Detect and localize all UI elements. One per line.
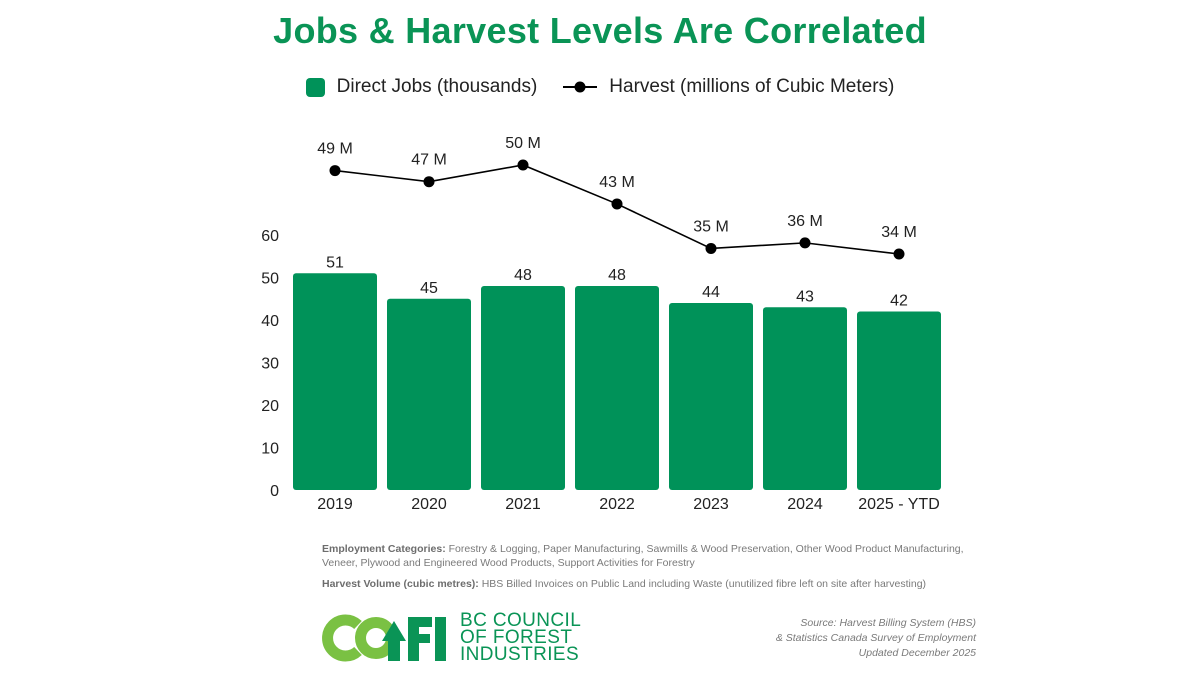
y-tick-label: 40 bbox=[261, 313, 279, 330]
x-tick-label: 2019 bbox=[317, 496, 353, 513]
bar-value-label: 48 bbox=[514, 267, 532, 284]
bar bbox=[763, 307, 847, 490]
harvest-point bbox=[799, 237, 811, 249]
source-line-1: Source: Harvest Billing System (HBS) bbox=[800, 617, 976, 629]
harvest-value-label: 47 M bbox=[411, 152, 447, 169]
y-tick-label: 60 bbox=[261, 228, 279, 245]
legend: Direct Jobs (thousands) Harvest (million… bbox=[0, 76, 1200, 98]
source-line-2: & Statistics Canada Survey of Employment bbox=[775, 632, 976, 644]
chart-title: Jobs & Harvest Levels Are Correlated bbox=[273, 10, 927, 51]
bar-value-label: 48 bbox=[608, 267, 626, 284]
bar-value-label: 45 bbox=[420, 280, 438, 297]
employment-note-label: Employment Categories: bbox=[322, 543, 446, 555]
harvest-value-label: 34 M bbox=[881, 224, 917, 241]
source-note: Source: Harvest Billing System (HBS) & S… bbox=[776, 616, 976, 661]
bar-value-label: 51 bbox=[326, 254, 344, 271]
harvest-value-label: 49 M bbox=[317, 141, 353, 158]
harvest-value-label: 35 M bbox=[693, 218, 729, 235]
bar-value-label: 42 bbox=[890, 293, 908, 310]
x-tick-label: 2022 bbox=[599, 496, 635, 513]
combo-chart: 0 10 20 30 40 50 60 51 2019 45 2020 48 2021 48 2022 44 2… bbox=[261, 135, 941, 513]
y-tick-label: 20 bbox=[261, 398, 279, 415]
employment-note-text: Forestry & Logging, Paper Manufacturing,… bbox=[322, 543, 964, 569]
bar bbox=[387, 298, 471, 490]
bar bbox=[293, 273, 377, 490]
legend-item-harvest: Harvest (millions of Cubic Meters) bbox=[563, 76, 894, 98]
legend-label-harvest: Harvest (millions of Cubic Meters) bbox=[609, 76, 895, 97]
harvest-value-label: 50 M bbox=[505, 135, 541, 152]
harvest-value-label: 43 M bbox=[599, 174, 635, 191]
logo-line-2: OF FOREST bbox=[460, 627, 573, 648]
logo-wordmark: BC COUNCIL OF FOREST INDUSTRIES bbox=[460, 610, 582, 665]
y-tick-label: 0 bbox=[270, 483, 279, 500]
harvest-point bbox=[517, 159, 529, 171]
x-tick-label: 2021 bbox=[505, 496, 541, 513]
bar bbox=[669, 303, 753, 490]
x-tick-label: 2020 bbox=[411, 496, 447, 513]
harvest-point bbox=[705, 242, 717, 254]
cofi-logo: BC COUNCIL OF FOREST INDUSTRIES bbox=[320, 610, 582, 665]
x-tick-label: 2025 - YTD bbox=[858, 496, 940, 513]
employment-note: Employment Categories: Forestry & Loggin… bbox=[322, 542, 982, 570]
bar bbox=[481, 286, 565, 490]
harvest-note-text: HBS Billed Invoices on Public Land inclu… bbox=[478, 578, 927, 590]
harvest-point bbox=[329, 165, 341, 177]
harvest-value-label: 36 M bbox=[787, 213, 823, 230]
legend-swatch-harvest bbox=[563, 81, 598, 93]
bar-value-label: 43 bbox=[796, 288, 814, 305]
legend-swatch-jobs bbox=[305, 77, 325, 97]
footnotes: Employment Categories: Forestry & Loggin… bbox=[322, 542, 982, 598]
legend-label-jobs: Direct Jobs (thousands) bbox=[336, 76, 538, 97]
harvest-point bbox=[423, 176, 435, 188]
cofi-logo-letters bbox=[322, 614, 446, 661]
logo-line-1: BC COUNCIL bbox=[460, 610, 582, 631]
y-tick-label: 30 bbox=[261, 356, 279, 373]
y-tick-label: 50 bbox=[261, 271, 279, 288]
y-tick-label: 10 bbox=[261, 441, 279, 458]
harvest-point bbox=[611, 198, 623, 210]
cofi-logo-mark bbox=[322, 614, 446, 661]
harvest-point bbox=[893, 248, 905, 260]
bar bbox=[575, 286, 659, 490]
legend-item-jobs: Direct Jobs (thousands) bbox=[305, 76, 538, 98]
bar-value-label: 44 bbox=[702, 284, 720, 301]
harvest-note: Harvest Volume (cubic metres): HBS Bille… bbox=[322, 577, 982, 591]
source-line-3: Updated December 2025 bbox=[858, 647, 976, 659]
x-tick-label: 2024 bbox=[787, 496, 823, 513]
logo-line-3: INDUSTRIES bbox=[460, 644, 580, 665]
x-tick-label: 2023 bbox=[693, 496, 729, 513]
bar bbox=[857, 311, 941, 490]
harvest-note-label: Harvest Volume (cubic metres): bbox=[322, 578, 479, 590]
